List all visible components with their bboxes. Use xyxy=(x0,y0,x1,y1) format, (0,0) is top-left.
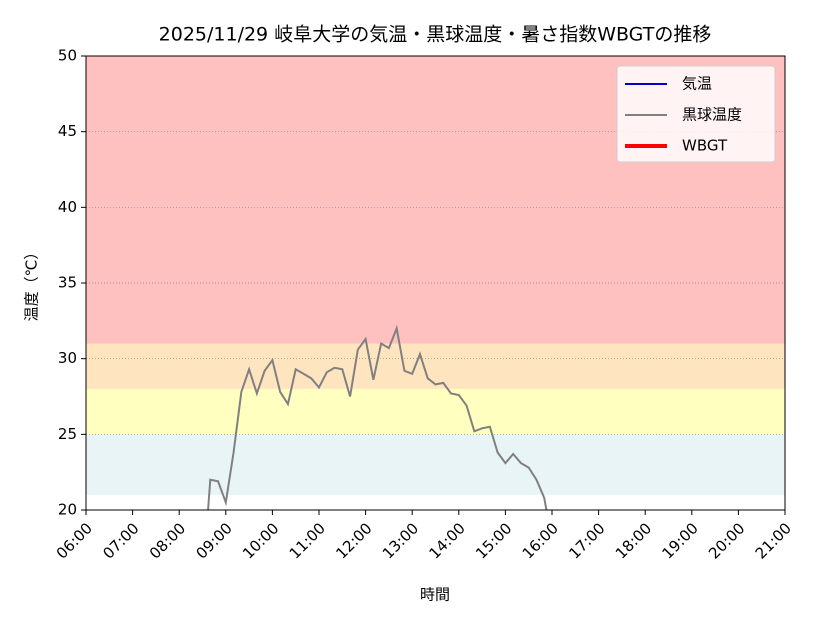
x-tick-label: 19:00 xyxy=(659,519,702,562)
x-axis-label: 時間 xyxy=(420,586,450,604)
x-tick-label: 07:00 xyxy=(99,519,142,562)
x-tick-label: 17:00 xyxy=(565,519,608,562)
x-tick-label: 08:00 xyxy=(146,519,189,562)
y-tick-label: 50 xyxy=(58,47,77,65)
y-tick-label: 35 xyxy=(58,274,77,292)
legend-label: 気温 xyxy=(682,75,712,93)
x-tick-label: 12:00 xyxy=(332,519,375,562)
y-tick-label: 45 xyxy=(58,122,77,140)
x-tick-label: 06:00 xyxy=(53,519,96,562)
y-tick-label: 25 xyxy=(58,425,77,443)
x-tick-label: 21:00 xyxy=(752,519,795,562)
x-tick-label: 14:00 xyxy=(426,519,469,562)
x-tick-label: 16:00 xyxy=(519,519,562,562)
y-tick-label: 20 xyxy=(58,501,77,519)
x-tick-label: 18:00 xyxy=(612,519,655,562)
x-tick-label: 20:00 xyxy=(705,519,748,562)
legend-label: 黒球温度 xyxy=(682,106,742,124)
legend-label: WBGT xyxy=(682,137,728,155)
threshold-band xyxy=(86,434,785,495)
plot-frame xyxy=(85,55,786,511)
x-tick-label: 10:00 xyxy=(239,519,282,562)
legend-box xyxy=(616,65,776,163)
data-line xyxy=(207,324,548,510)
y-tick-label: 30 xyxy=(58,349,77,367)
x-tick-label: 09:00 xyxy=(193,519,236,562)
x-tick-label: 13:00 xyxy=(379,519,422,562)
x-tick-label: 11:00 xyxy=(286,519,329,562)
y-axis-label: 温度（℃） xyxy=(23,245,41,322)
y-tick-label: 40 xyxy=(58,198,77,216)
threshold-band xyxy=(86,343,785,389)
threshold-band xyxy=(86,388,785,435)
x-tick-label: 15:00 xyxy=(472,519,515,562)
chart-title: 2025/11/29 岐阜大学の気温・黒球温度・暑さ指数WBGTの推移 xyxy=(159,24,712,46)
